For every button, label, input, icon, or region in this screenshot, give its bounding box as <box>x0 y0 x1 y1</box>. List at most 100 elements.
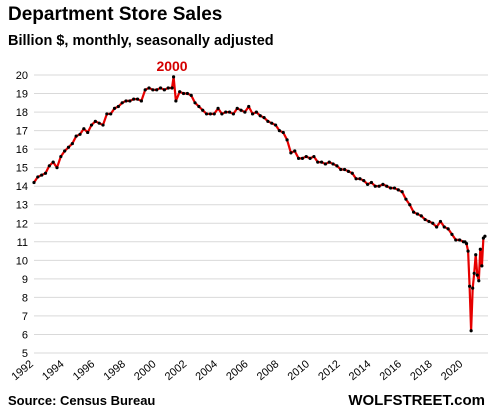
x-axis: 1992 1994 1996 1998 2000 2002 2004 2006 2008 2010… <box>9 358 465 383</box>
data-point <box>446 227 450 231</box>
data-point <box>464 242 469 246</box>
y-tick-label: 7 <box>22 311 28 323</box>
data-point <box>474 253 478 257</box>
data-point <box>212 112 216 116</box>
data-point <box>51 160 55 164</box>
data-point <box>300 156 305 160</box>
data-point <box>109 112 113 116</box>
x-tick-label: 1998 <box>101 358 127 383</box>
y-tick-label: 14 <box>16 181 28 193</box>
data-point <box>243 110 247 114</box>
data-point <box>74 134 78 138</box>
data-point <box>86 130 90 135</box>
data-point <box>105 112 109 116</box>
data-point <box>66 145 71 149</box>
data-point <box>82 127 86 131</box>
data-point <box>454 238 458 242</box>
x-tick-label: 1996 <box>71 358 97 383</box>
data-point <box>358 177 362 181</box>
data-point <box>350 171 354 175</box>
x-tick-label: 2002 <box>163 358 189 383</box>
x-tick-label: 2010 <box>286 358 312 383</box>
data-point <box>467 284 472 288</box>
x-tick-label: 2008 <box>255 358 281 383</box>
data-point <box>296 156 301 160</box>
data-point <box>36 175 40 179</box>
data-point <box>477 279 481 283</box>
data-point <box>323 162 328 166</box>
data-point <box>346 169 351 173</box>
data-point <box>319 160 324 164</box>
x-tick-label: 2018 <box>408 358 434 383</box>
data-point <box>369 180 374 185</box>
data-point <box>442 225 446 229</box>
x-tick-label: 2000 <box>132 358 158 383</box>
data-point <box>480 264 484 268</box>
data-point <box>308 156 312 160</box>
data-point <box>312 154 316 159</box>
data-point <box>316 160 320 164</box>
data-point <box>304 154 308 159</box>
data-point <box>171 75 176 79</box>
data-point <box>235 106 239 110</box>
data-point <box>59 154 63 159</box>
data-point <box>247 104 251 109</box>
y-tick-label: 5 <box>22 348 28 360</box>
data-point <box>193 101 197 105</box>
peak-annotation: 2000 <box>156 58 187 74</box>
data-point <box>208 112 212 116</box>
x-tick-label: 2012 <box>316 358 342 383</box>
y-tick-label: 17 <box>16 126 28 138</box>
data-point <box>204 112 209 116</box>
data-point <box>281 130 285 135</box>
data-point <box>201 108 205 112</box>
data-point <box>55 166 59 170</box>
data-point <box>389 186 393 190</box>
data-point <box>270 121 274 125</box>
data-point <box>40 173 44 177</box>
data-point <box>396 188 400 192</box>
data-point <box>166 86 170 90</box>
x-tick-label: 2006 <box>224 358 250 383</box>
data-point <box>427 219 431 224</box>
y-tick-label: 20 <box>16 70 28 82</box>
data-point <box>419 214 423 218</box>
x-tick-label: 2004 <box>194 358 220 383</box>
data-point <box>483 234 487 238</box>
data-point <box>362 179 366 183</box>
data-point <box>139 99 143 103</box>
data-point <box>250 112 255 116</box>
data-point <box>197 104 201 109</box>
data-point <box>404 197 408 201</box>
data-point <box>170 86 174 90</box>
y-tick-label: 10 <box>16 255 28 267</box>
data-point <box>450 232 454 236</box>
data-point <box>239 108 243 112</box>
data-point <box>266 119 270 123</box>
x-tick-label: 2014 <box>347 358 373 383</box>
data-point <box>89 123 94 127</box>
data-point <box>273 123 278 127</box>
x-tick-label: 1992 <box>9 358 35 383</box>
x-tick-label: 2016 <box>378 358 404 383</box>
data-point <box>331 162 335 166</box>
y-tick-label: 12 <box>16 218 28 230</box>
y-tick-label: 11 <box>17 237 28 249</box>
x-tick-label: 1994 <box>40 358 66 383</box>
data-point <box>471 286 475 290</box>
data-point <box>120 101 124 105</box>
data-point <box>293 149 297 153</box>
data-point <box>385 184 389 188</box>
data-point <box>147 86 151 90</box>
data-point <box>132 97 136 101</box>
data-point <box>400 190 404 194</box>
data-point <box>435 225 439 229</box>
data-point <box>472 271 476 275</box>
data-point <box>262 116 266 120</box>
data-point <box>466 249 470 253</box>
data-point <box>162 88 166 92</box>
chart-title: Department Store Sales <box>8 4 223 25</box>
source-note: Source: Census Bureau <box>8 393 156 408</box>
y-tick-label: 13 <box>16 200 28 212</box>
data-point <box>365 182 370 186</box>
